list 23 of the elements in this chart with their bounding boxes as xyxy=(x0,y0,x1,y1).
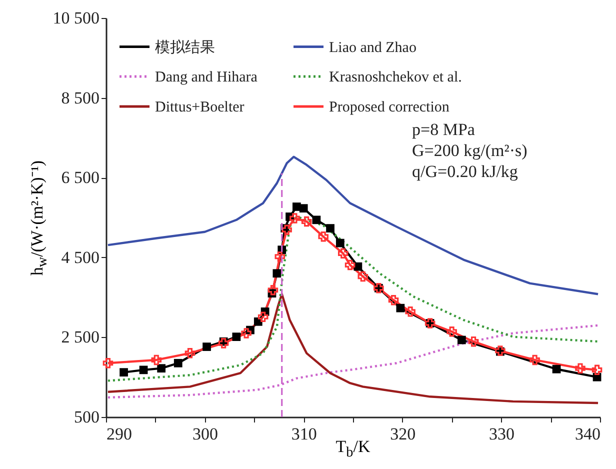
x-tick-label: 320 xyxy=(390,424,416,444)
line-series xyxy=(106,293,600,404)
legend-label: Krasnoshchekov et al. xyxy=(329,70,462,86)
legend-label: Dittus+Boelter xyxy=(155,100,244,116)
x-tick-label: 330 xyxy=(488,424,514,444)
x-tick-label: 340 xyxy=(575,424,600,444)
y-tick-label: 500 xyxy=(74,408,100,426)
annotation: q/G=0.20 kJ/kg xyxy=(412,162,518,181)
x-tick-label: 290 xyxy=(106,424,132,444)
x-tick-label: 300 xyxy=(192,424,218,444)
x-tick-label: 310 xyxy=(291,424,317,444)
legend-label: Proposed correction xyxy=(329,100,450,116)
y-tick-label: 6 500 xyxy=(61,168,100,188)
x-axis-title: T$_{b}$/K xyxy=(336,437,370,462)
y-tick-label: 10 500 xyxy=(52,8,100,28)
legend-label: Liao and Zhao xyxy=(329,40,416,56)
annotation: G=200 kg/(m²·s) xyxy=(412,141,528,160)
y-tick-label: 2 500 xyxy=(61,328,100,347)
legend-label: Dang and Hihara xyxy=(155,70,258,86)
annotation: p=8 MPa xyxy=(412,120,476,139)
y-tick-label: 8 500 xyxy=(61,88,100,108)
legend-label: 模拟结果 xyxy=(155,38,215,56)
y-tick-label: 4 500 xyxy=(61,248,100,267)
